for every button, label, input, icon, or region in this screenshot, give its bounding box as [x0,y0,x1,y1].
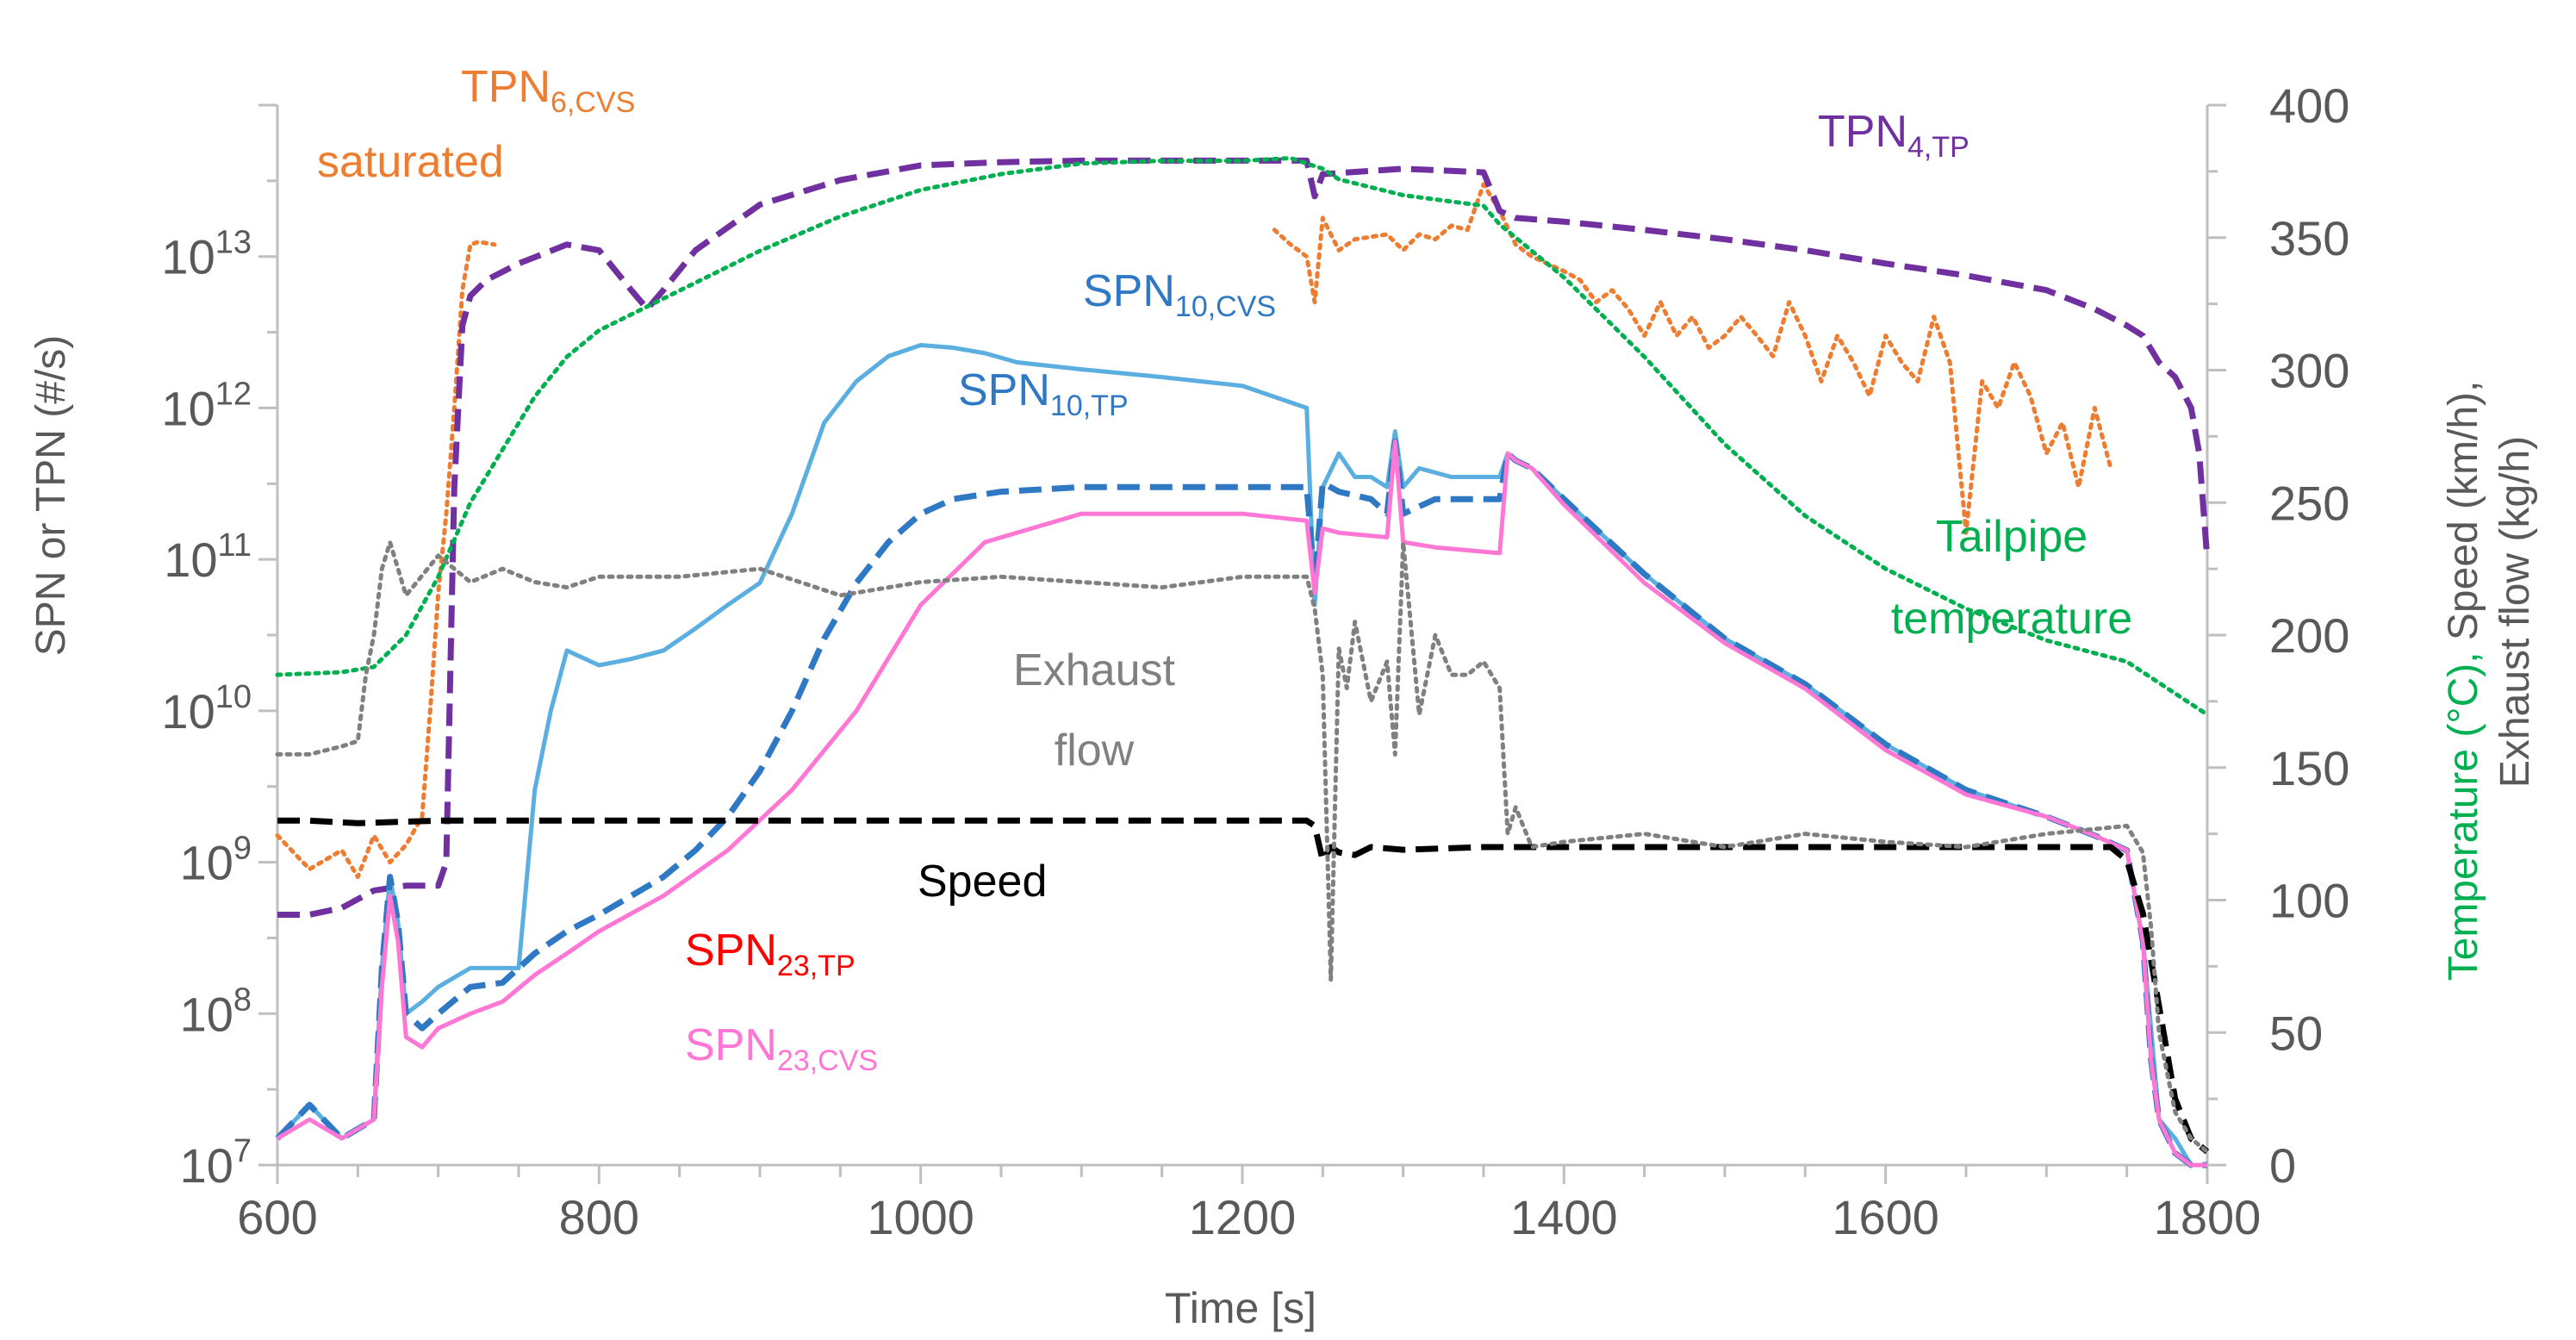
y-right-tick-label: 350 [2269,211,2349,265]
series-layer [275,156,2211,1169]
label-spn10-cvs: SPN10,CVS [1083,266,1276,323]
y-left-tick-base: 10 [180,836,233,890]
y-left-tick-label: 1012 [161,376,252,435]
y-left-tick-base: 10 [164,533,217,587]
x-tick-label: 1200 [1189,1190,1297,1244]
label-saturated: saturated [317,137,504,187]
y-right-tick-label: 200 [2269,608,2349,663]
label-spn23-tp: SPN23,TP [685,926,856,982]
series-exhaust-flow-line [275,539,2210,1155]
series-tpn6-cvs-line [1272,182,2113,535]
label-tpn4-tp: TPN4,TP [1818,107,1969,164]
series-tailpipe-temperature-line [275,156,2210,717]
y-left-tick-base: 10 [161,684,215,739]
y-left-tick-label: 109 [180,831,252,890]
label-spn10-cvs-sub: 10,CVS [1175,290,1276,323]
y-left-tick-base: 10 [161,381,215,435]
y-left-tick-exp: 7 [233,1133,252,1169]
y-left-label: SPN or TPN (#/s) [28,335,74,657]
y-left-tick-exp: 9 [233,831,252,867]
label-spn10-tp: SPN10,TP [958,365,1129,422]
y-left-tick-base: 10 [180,1138,233,1193]
y-right-label-line2: Exhaust flow (kg/h) [2492,436,2538,788]
label-speed: Speed [918,857,1047,907]
series-spn10-cvs-line [276,343,2207,1168]
y-left-tick-label: 1011 [164,527,252,587]
y-right-label-speed: Speed (km/h), [2441,381,2486,652]
label-flow: flow [1055,726,1135,776]
series-tpn6-cvs-line [275,240,497,880]
y-left-tick-exp: 12 [215,376,252,412]
x-tick-label: 1600 [1832,1190,1939,1244]
y-left-tick-base: 10 [161,230,215,284]
y-left-tick-label: 1010 [161,679,252,739]
label-temperature: temperature [1891,594,2132,644]
label-tailpipe: Tailpipe [1936,512,2088,562]
label-spn23-cvs: SPN23,CVS [685,1020,878,1077]
y-left-tick-label: 108 [180,982,252,1041]
series-spn23-cvs-line [276,439,2207,1168]
y-left-tick-label: 107 [180,1133,252,1193]
x-tick-label: 800 [559,1190,639,1244]
y-left-tick-label: 1013 [161,225,252,284]
y-left-tick-exp: 8 [233,982,252,1018]
label-spn23-tp-sub: 23,TP [777,950,856,982]
y-right-tick-label: 150 [2269,741,2349,795]
label-tpn6-cvs: TPN6,CVS [461,62,635,119]
x-tick-label: 600 [237,1190,317,1244]
label-spn10-tp-sub: 10,TP [1050,390,1129,422]
label-spn23-cvs-sub: 23,CVS [777,1044,878,1077]
y-left-tick-base: 10 [180,987,233,1041]
y-right-tick-label: 0 [2269,1138,2296,1193]
y-right-tick-label: 300 [2269,344,2349,398]
y-left-tick-exp: 10 [215,679,252,715]
x-tick-label: 1800 [2154,1190,2262,1244]
y-right-tick-label: 250 [2269,476,2349,530]
y-right-tick-label: 50 [2269,1006,2323,1060]
y-right-tick-label: 400 [2269,78,2349,133]
axes: 600 800 1000 1200 1400 1600 180010710810910101… [161,78,2349,1244]
label-exhaust: Exhaust [1013,645,1175,695]
x-axis-label: Time [s] [1165,1284,1316,1332]
label-tpn4-tp-sub: 4,TP [1907,131,1969,164]
series-speed-line [277,817,2210,1155]
x-tick-label: 1400 [1510,1190,1618,1244]
y-right-label-temp: Temperature (°C), [2441,651,2486,981]
x-tick-label: 1000 [867,1190,974,1244]
y-left-tick-exp: 13 [215,225,252,261]
y-left-tick-exp: 11 [218,527,252,564]
y-right-tick-label: 100 [2269,874,2349,928]
label-tpn6-cvs-sub: 6,CVS [551,86,635,119]
series-spn10-tp-line [275,438,2207,1169]
series-tpn4-tp-line [277,157,2211,918]
y-right-label-line1: Temperature (°C), Speed (km/h), [2441,381,2486,982]
